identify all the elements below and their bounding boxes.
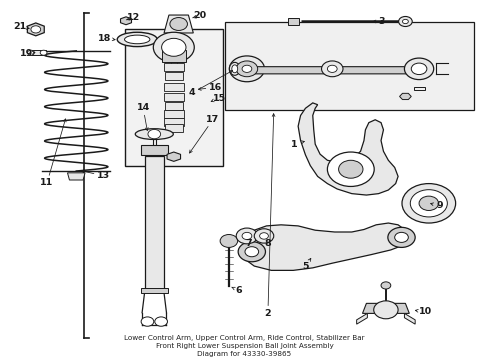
Text: 6: 6 (235, 286, 242, 295)
Bar (163, 118, 183, 126)
Circle shape (259, 233, 268, 239)
Circle shape (327, 152, 373, 186)
Circle shape (242, 65, 251, 72)
Circle shape (153, 32, 194, 62)
Text: 2: 2 (264, 309, 271, 318)
Text: Lower Control Arm, Upper Control Arm, Ride Control, Stabilizer Bar
Front Right L: Lower Control Arm, Upper Control Arm, Ri… (124, 335, 364, 357)
Bar (161, 50, 185, 62)
Polygon shape (404, 314, 414, 324)
Circle shape (394, 232, 407, 242)
Polygon shape (167, 152, 180, 161)
Ellipse shape (135, 129, 173, 139)
Polygon shape (244, 223, 407, 270)
Circle shape (169, 18, 187, 31)
Polygon shape (27, 23, 44, 36)
Circle shape (410, 63, 426, 75)
Bar (224, 22, 473, 110)
Circle shape (27, 50, 34, 55)
Circle shape (155, 317, 167, 326)
Circle shape (398, 17, 411, 27)
Circle shape (418, 196, 438, 211)
Circle shape (238, 242, 265, 262)
Ellipse shape (124, 35, 150, 44)
Text: 5: 5 (302, 262, 308, 271)
Ellipse shape (117, 32, 157, 46)
Polygon shape (29, 50, 45, 55)
Bar (164, 125, 183, 132)
Text: 8: 8 (264, 239, 270, 248)
Circle shape (242, 232, 251, 239)
Text: 16: 16 (208, 83, 222, 92)
Text: 11: 11 (41, 178, 54, 187)
Circle shape (401, 184, 455, 223)
Circle shape (380, 282, 390, 289)
Text: 18: 18 (98, 34, 111, 43)
Bar (141, 145, 167, 155)
Polygon shape (356, 314, 366, 324)
Bar (164, 72, 183, 80)
Text: 14: 14 (136, 103, 149, 112)
Bar (125, 30, 222, 166)
Circle shape (31, 26, 41, 33)
Ellipse shape (229, 62, 240, 75)
Polygon shape (67, 173, 85, 180)
Circle shape (244, 247, 258, 257)
Polygon shape (120, 17, 131, 25)
Text: 15: 15 (212, 94, 225, 103)
Polygon shape (298, 103, 397, 195)
Text: 19: 19 (20, 49, 33, 58)
Bar (163, 93, 183, 101)
Polygon shape (399, 93, 410, 100)
Text: 9: 9 (435, 201, 442, 210)
Circle shape (229, 56, 264, 82)
Text: 3: 3 (378, 17, 385, 26)
Polygon shape (163, 15, 193, 33)
Circle shape (40, 50, 47, 55)
Bar (144, 156, 163, 289)
Bar (163, 83, 183, 91)
Bar (163, 63, 183, 71)
Circle shape (236, 228, 257, 244)
Circle shape (161, 39, 185, 56)
Polygon shape (254, 67, 414, 74)
Circle shape (402, 19, 407, 24)
Text: 4: 4 (189, 88, 195, 97)
Circle shape (321, 61, 342, 77)
Circle shape (404, 58, 433, 80)
Text: 1: 1 (290, 140, 296, 149)
Text: 12: 12 (126, 13, 140, 22)
Ellipse shape (231, 65, 237, 73)
Circle shape (220, 234, 237, 247)
Circle shape (236, 61, 257, 77)
Text: 17: 17 (206, 115, 219, 124)
Bar (288, 18, 299, 25)
Text: 7: 7 (244, 239, 251, 248)
Circle shape (254, 229, 273, 243)
Circle shape (387, 227, 414, 247)
Bar (164, 102, 183, 110)
Text: 13: 13 (96, 171, 109, 180)
Circle shape (409, 190, 447, 217)
Text: 21: 21 (14, 22, 27, 31)
Bar (163, 110, 183, 118)
Text: 20: 20 (193, 11, 206, 20)
Circle shape (338, 160, 362, 178)
Circle shape (141, 317, 154, 326)
Circle shape (327, 65, 336, 72)
Bar (141, 288, 167, 293)
Circle shape (373, 301, 397, 319)
Polygon shape (362, 303, 408, 314)
Circle shape (148, 130, 160, 139)
Text: 10: 10 (419, 307, 431, 316)
